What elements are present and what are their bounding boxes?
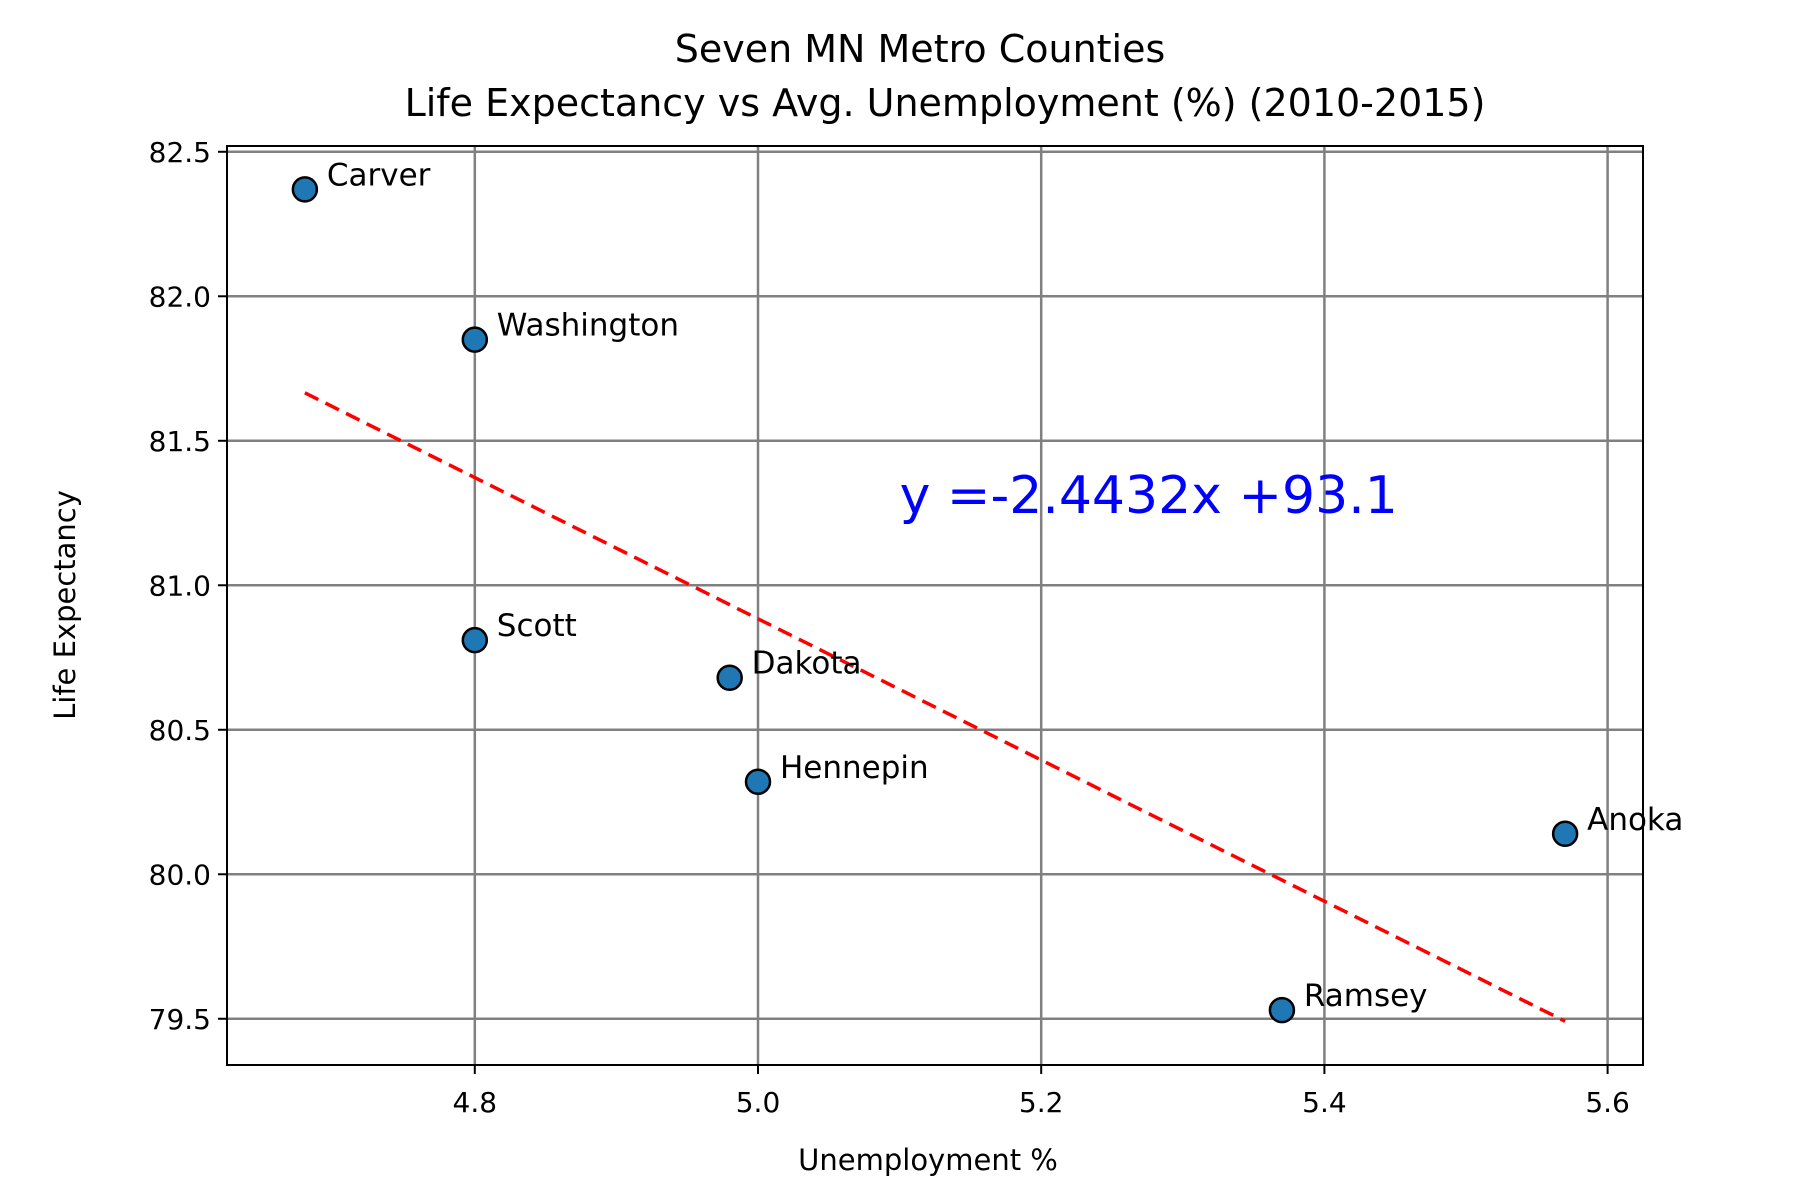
chart-subtitle: Life Expectancy vs Avg. Unemployment (%)… — [405, 81, 1486, 125]
x-tick-label: 5.0 — [736, 1086, 781, 1119]
data-point-carver — [291, 176, 319, 203]
point-label-washington: Washington — [497, 308, 679, 344]
y-tick-label: 80.0 — [149, 858, 211, 891]
y-tick-label: 81.5 — [149, 425, 211, 458]
y-axis-tick-labels: 79.5 80.0 80.5 81.0 81.5 82.0 82.5 — [149, 136, 211, 1036]
regression-line — [304, 391, 1566, 1023]
point-label-anoka: Anoka — [1587, 802, 1683, 838]
y-tick-label: 81.0 — [149, 569, 211, 602]
x-tick-label: 5.2 — [1019, 1086, 1064, 1119]
regression-equation: y =-2.4432x +93.1 — [900, 466, 1398, 526]
x-tick-label: 4.8 — [453, 1086, 498, 1119]
data-point-hennepin — [744, 768, 772, 796]
data-point-labels: Carver Washington Scott Dakota Hennepin Anoka… — [327, 157, 1683, 1014]
data-point-scott — [461, 626, 489, 654]
chart-title: Seven MN Metro Counties — [675, 27, 1166, 71]
point-label-ramsey: Ramsey — [1304, 978, 1428, 1014]
data-point-anoka — [1551, 820, 1579, 848]
data-point-washington — [461, 326, 489, 353]
y-axis-label: Life Expectancy — [48, 490, 82, 720]
point-label-dakota: Dakota — [752, 646, 862, 682]
grid-lines — [227, 146, 1643, 1065]
point-label-carver: Carver — [327, 157, 431, 193]
point-label-hennepin: Hennepin — [780, 750, 929, 786]
data-points — [291, 176, 1579, 1024]
x-axis-label: Unemployment % — [798, 1143, 1058, 1177]
axis-ticks — [218, 150, 1609, 1074]
plot-area-frame — [226, 145, 1644, 1066]
x-tick-label: 5.4 — [1302, 1086, 1347, 1119]
data-point-ramsey — [1268, 996, 1296, 1024]
y-tick-label: 79.5 — [149, 1003, 211, 1036]
x-axis-tick-labels: 4.8 5.0 5.2 5.4 5.6 — [453, 1086, 1630, 1119]
data-point-dakota — [716, 664, 743, 691]
y-tick-label: 82.0 — [149, 280, 211, 313]
x-tick-label: 5.6 — [1585, 1086, 1630, 1119]
y-tick-label: 80.5 — [149, 714, 211, 747]
point-label-scott: Scott — [497, 608, 577, 644]
y-tick-label: 82.5 — [149, 136, 211, 169]
